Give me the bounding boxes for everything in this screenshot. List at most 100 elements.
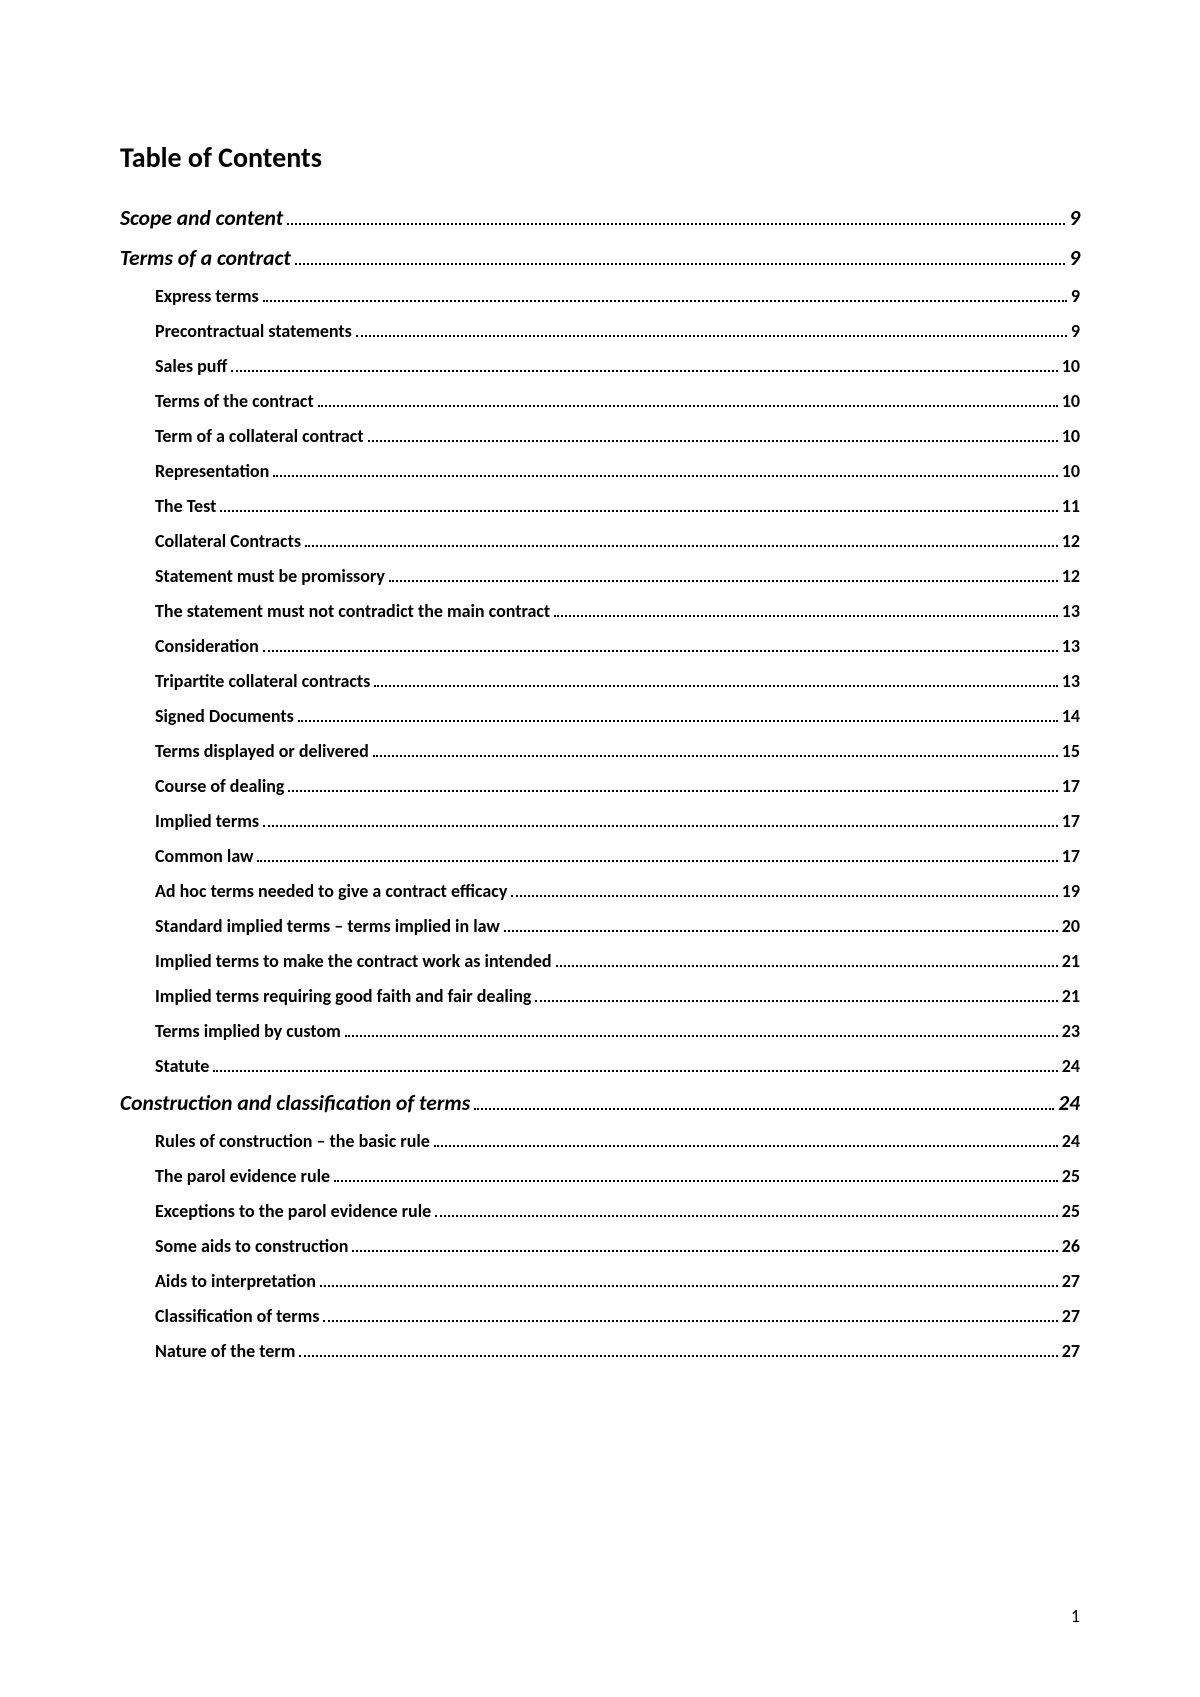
toc-entry-label: Sales puff	[155, 355, 227, 377]
toc-leader-dots	[504, 916, 1058, 932]
toc-entry-label: Signed Documents	[155, 705, 294, 727]
toc-leader-dots	[263, 811, 1058, 827]
toc-entry-page: 13	[1062, 600, 1080, 622]
toc-entry: The Test 11	[120, 495, 1080, 517]
toc-entry-label: Standard implied terms – terms implied i…	[155, 915, 500, 937]
toc-entry-page: 9	[1069, 205, 1080, 231]
toc-entry: Terms displayed or delivered15	[120, 740, 1080, 762]
toc-entry-label: Tripartite collateral contracts	[155, 670, 370, 692]
toc-entry-label: Implied terms	[155, 810, 259, 832]
toc-leader-dots	[474, 1091, 1054, 1110]
toc-leader-dots	[231, 356, 1057, 372]
toc-leader-dots	[554, 601, 1058, 617]
toc-entry-page: 23	[1062, 1020, 1080, 1042]
toc-leader-dots	[257, 846, 1057, 862]
toc-entry: Construction and classification of terms…	[120, 1090, 1080, 1116]
toc-entry-label: Collateral Contracts	[155, 530, 301, 552]
toc-leader-dots	[352, 1236, 1057, 1252]
toc-entry-label: Term of a collateral contract	[155, 425, 364, 447]
toc-leader-dots	[323, 1306, 1057, 1322]
toc-leader-dots	[556, 951, 1058, 967]
toc-entry: Collateral Contracts12	[120, 530, 1080, 552]
toc-entry-label: Statement must be promissory	[155, 565, 385, 587]
toc-entry: Terms of a contract9	[120, 245, 1080, 271]
toc-leader-dots	[287, 206, 1065, 225]
toc-entry: Classification of terms 27	[120, 1305, 1080, 1327]
toc-entry-label: Precontractual statements	[155, 320, 352, 342]
toc-entry-label: Statute	[155, 1055, 209, 1077]
toc-entry-label: Implied terms to make the contract work …	[155, 950, 552, 972]
toc-entry-page: 15	[1062, 740, 1080, 762]
toc-leader-dots	[273, 461, 1058, 477]
toc-entry-label: Construction and classification of terms	[120, 1090, 470, 1116]
toc-leader-dots	[263, 636, 1058, 652]
toc-leader-dots	[389, 566, 1058, 582]
toc-entry-page: 19	[1062, 880, 1080, 902]
toc-entry: Scope and content9	[120, 205, 1080, 231]
toc-entry: Statement must be promissory 12	[120, 565, 1080, 587]
toc-entry-label: Classification of terms	[155, 1305, 319, 1327]
document-page: Table of Contents Scope and content9 Term…	[0, 0, 1200, 1697]
toc-leader-dots	[305, 531, 1058, 547]
toc-leader-dots	[334, 1166, 1058, 1182]
toc-entry-page: 13	[1062, 635, 1080, 657]
toc-entry-page: 13	[1062, 670, 1080, 692]
toc-entry: Implied terms to make the contract work …	[120, 950, 1080, 972]
toc-entry: Sales puff10	[120, 355, 1080, 377]
toc-entry: Statute24	[120, 1055, 1080, 1077]
toc-entry: Rules of construction – the basic rule24	[120, 1130, 1080, 1152]
page-number: 1	[1071, 1605, 1080, 1627]
toc-entry-page: 9	[1071, 320, 1080, 342]
toc-leader-dots	[434, 1131, 1058, 1147]
toc-entry-page: 9	[1069, 245, 1080, 271]
toc-title: Table of Contents	[120, 140, 1080, 175]
toc-list: Scope and content9 Terms of a contract9 Ex…	[120, 205, 1080, 1362]
toc-entry: The statement must not contradict the ma…	[120, 600, 1080, 622]
toc-entry-label: Implied terms requiring good faith and f…	[155, 985, 531, 1007]
toc-leader-dots	[263, 286, 1067, 302]
toc-leader-dots	[345, 1021, 1058, 1037]
toc-entry: Implied terms requiring good faith and f…	[120, 985, 1080, 1007]
toc-entry-page: 27	[1062, 1270, 1080, 1292]
toc-entry-page: 25	[1062, 1165, 1080, 1187]
toc-leader-dots	[299, 1341, 1057, 1357]
toc-entry: Common law 17	[120, 845, 1080, 867]
toc-leader-dots	[535, 986, 1057, 1002]
toc-leader-dots	[511, 881, 1057, 897]
toc-entry: Tripartite collateral contracts 13	[120, 670, 1080, 692]
toc-entry-page: 12	[1062, 565, 1080, 587]
toc-entry: Terms of the contract10	[120, 390, 1080, 412]
toc-entry-label: Nature of the term	[155, 1340, 295, 1362]
toc-entry-label: Aids to interpretation	[155, 1270, 316, 1292]
toc-entry-page: 9	[1071, 285, 1080, 307]
toc-entry-page: 27	[1062, 1305, 1080, 1327]
toc-entry: Some aids to construction26	[120, 1235, 1080, 1257]
toc-leader-dots	[374, 671, 1057, 687]
toc-entry: Implied terms 17	[120, 810, 1080, 832]
toc-entry-page: 17	[1062, 810, 1080, 832]
toc-leader-dots	[356, 321, 1067, 337]
toc-entry-page: 10	[1062, 425, 1080, 447]
toc-entry-page: 21	[1062, 985, 1080, 1007]
toc-entry-page: 14	[1062, 705, 1080, 727]
toc-entry: Precontractual statements 9	[120, 320, 1080, 342]
toc-leader-dots	[213, 1056, 1057, 1072]
toc-leader-dots	[298, 706, 1058, 722]
toc-entry: Representation10	[120, 460, 1080, 482]
toc-entry-page: 17	[1062, 845, 1080, 867]
toc-entry: Course of dealing17	[120, 775, 1080, 797]
toc-entry-label: Some aids to construction	[155, 1235, 348, 1257]
toc-entry-label: The Test	[155, 495, 216, 517]
toc-leader-dots	[368, 426, 1058, 442]
toc-entry-label: The statement must not contradict the ma…	[155, 600, 550, 622]
toc-entry-page: 24	[1062, 1130, 1080, 1152]
toc-entry-page: 25	[1062, 1200, 1080, 1222]
toc-entry-label: Common law	[155, 845, 253, 867]
toc-entry: Terms implied by custom 23	[120, 1020, 1080, 1042]
toc-entry: The parol evidence rule25	[120, 1165, 1080, 1187]
toc-leader-dots	[220, 496, 1057, 512]
toc-entry-page: 11	[1062, 495, 1080, 517]
toc-entry-label: Terms implied by custom	[155, 1020, 341, 1042]
toc-entry-label: Exceptions to the parol evidence rule	[155, 1200, 431, 1222]
toc-entry-page: 10	[1062, 460, 1080, 482]
